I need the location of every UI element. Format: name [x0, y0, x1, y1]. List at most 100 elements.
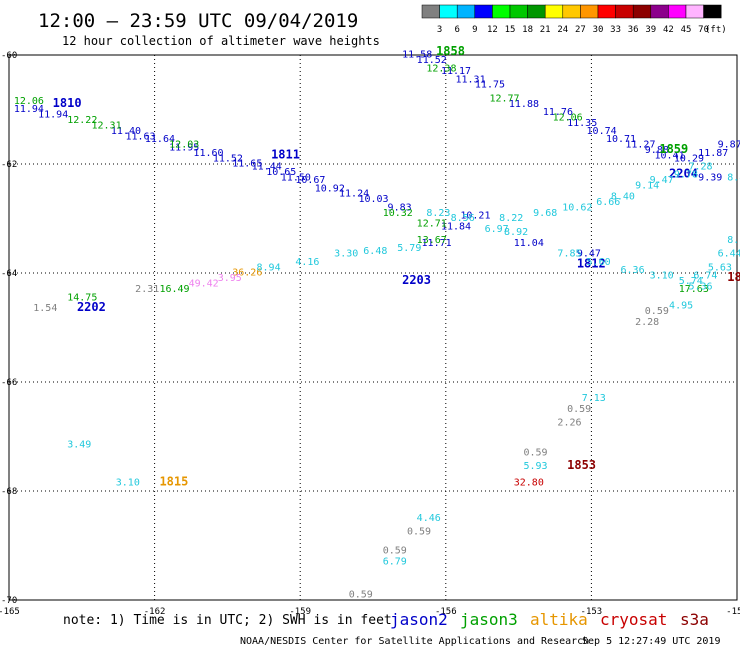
swh-value-label: 9.14 — [635, 181, 659, 192]
color-scale-label: 39 — [645, 25, 656, 35]
color-scale-swatch — [703, 4, 722, 19]
swh-value-label: 5.60 — [587, 257, 611, 268]
swh-value-label: 5.74 — [679, 276, 703, 287]
swh-value-label: 2.28 — [635, 317, 659, 328]
swh-value-label: 9.47 — [577, 249, 601, 260]
longitude-tick-label: -162 — [144, 607, 166, 617]
footer-timestamp: Sep 5 12:27:49 UTC 2019 — [582, 636, 720, 647]
swh-value-label: 11.76 — [543, 107, 573, 118]
latitude-tick-label: -68 — [1, 487, 17, 497]
latitude-tick-label: -60 — [1, 51, 17, 61]
longitude-tick-label: -153 — [581, 607, 603, 617]
swh-value-label: 4.95 — [669, 300, 693, 311]
swh-value-label: 0.59 — [523, 448, 547, 459]
swh-value-label: 5.93 — [523, 461, 547, 472]
swh-value-label: 10.71 — [606, 134, 636, 145]
swh-value-label: 14.75 — [67, 292, 97, 303]
swh-value-label: 11.58 — [402, 50, 432, 61]
swh-value-label: 3.95 — [218, 273, 242, 284]
swh-value-label: 11.94 — [38, 110, 68, 121]
swh-value-label: 11.27 — [625, 140, 655, 151]
color-scale-swatch — [456, 4, 476, 19]
pass-time-label: 1811 — [271, 148, 300, 162]
swh-value-label: 12.31 — [92, 121, 122, 132]
color-scale-swatch — [562, 4, 581, 19]
swh-value-label: 11.95 — [169, 142, 199, 153]
swh-value-label: 11.87 — [698, 148, 728, 159]
swh-value-label: 3.10 — [116, 478, 140, 489]
swh-value-label: 8.92 — [504, 227, 528, 238]
swh-value-label: 2.31 — [135, 284, 159, 295]
longitude-tick-label: -159 — [289, 607, 311, 617]
swh-value-label: 17.63 — [679, 284, 709, 295]
swh-value-label: 10.92 — [315, 183, 345, 194]
swh-value-label: 0.59 — [407, 527, 431, 538]
swh-value-label: 1.54 — [33, 303, 57, 314]
map-tick-labels: -165 -162 -159 -156 -153 -150 -60 -62 -64 -66 -68 -… — [0, 51, 740, 617]
swh-value-label: 11.31 — [456, 74, 486, 85]
swh-value-label: 4.16 — [295, 257, 319, 268]
swh-value-label: 12.03 — [169, 140, 199, 151]
swh-value-label: 0.59 — [349, 589, 373, 600]
swh-value-label: 12.06 — [14, 96, 44, 107]
color-scale-label: 15 — [505, 25, 516, 35]
swh-value-label: 6.36 — [621, 265, 645, 276]
swh-value-label: 11.35 — [567, 118, 597, 129]
swh-value-label: 6.48 — [363, 246, 387, 257]
longitude-tick-label: -156 — [435, 607, 457, 617]
latitude-tick-label: -64 — [1, 269, 17, 279]
swh-value-label: 4.46 — [417, 513, 441, 524]
color-scale-swatch — [580, 4, 599, 19]
swh-value-label: 10.32 — [383, 208, 413, 219]
swh-value-label: 7.13 — [582, 393, 606, 404]
swh-value-label: 7.85 — [557, 249, 581, 260]
swh-value-label: 11.75 — [475, 80, 505, 91]
swh-value-label: 11.63 — [125, 131, 155, 142]
page-title: 12:00 – 23:59 UTC 09/04/2019 — [38, 10, 358, 32]
swh-value-label: 12.77 — [489, 93, 519, 104]
color-scale-label: 21 — [540, 25, 551, 35]
swh-value-label: 8.23 — [426, 208, 450, 219]
pass-time-label: 2204 — [669, 167, 698, 181]
swh-value-label: 11.44 — [252, 161, 282, 172]
latitude-tick-label: -62 — [1, 160, 17, 170]
swh-value-label: 10.21 — [460, 211, 490, 222]
legend-item-cryosat: cryosat — [600, 610, 667, 629]
swh-value-label: 11.64 — [145, 134, 175, 145]
map-grid — [9, 55, 737, 600]
swh-value-label: 2.26 — [557, 418, 581, 429]
swh-value-label: 11.71 — [422, 238, 452, 249]
color-scale-label: 33 — [610, 25, 621, 35]
swh-value-label: 3.49 — [67, 439, 91, 450]
swh-value-label: 9.78 — [674, 170, 698, 181]
swh-value-label: 10.03 — [358, 194, 388, 205]
swh-value-label: 9.68 — [533, 208, 557, 219]
footer-note: note: 1) Time is in UTC; 2) SWH is in fe… — [63, 613, 392, 628]
color-scale-label: 6 — [454, 25, 459, 35]
color-scale-swatch — [421, 4, 440, 19]
swh-value-label: 13.67 — [417, 235, 447, 246]
pass-time-label: 185 — [727, 270, 740, 284]
color-scale-label: 42 — [663, 25, 674, 35]
color-scale-unit: (ft) — [705, 25, 727, 35]
color-scale-bar: 3 6 9 12 15 18 21 24 27 30 33 36 39 42 45 70 — [421, 4, 722, 35]
swh-value-label: 10.74 — [587, 126, 617, 137]
color-scale-swatch — [668, 4, 687, 19]
swh-value-label: 9.88 — [645, 145, 669, 156]
color-scale-swatch — [632, 4, 652, 19]
latitude-tick-label: -70 — [1, 596, 17, 606]
color-scale-label: 30 — [593, 25, 604, 35]
swh-value-label: 11.84 — [441, 221, 471, 232]
pass-time-label: 1858 — [436, 44, 465, 58]
swh-value-label: 6.97 — [485, 224, 509, 235]
color-scale-swatch — [492, 4, 511, 19]
satellite-legend: jason2 jason3 altika cryosat s3a — [390, 610, 709, 629]
swh-value-label: 32.80 — [514, 478, 544, 489]
map-data-marks: 11.9411.9411.4011.6311.6411.9511.6011.52… — [14, 44, 740, 600]
color-scale-swatch — [597, 4, 616, 19]
swh-value-label: 8.32 — [727, 235, 740, 246]
pass-time-label: 2202 — [77, 300, 106, 314]
swh-value-label: 10.41 — [654, 151, 684, 162]
swh-value-label: 10.29 — [674, 153, 704, 164]
